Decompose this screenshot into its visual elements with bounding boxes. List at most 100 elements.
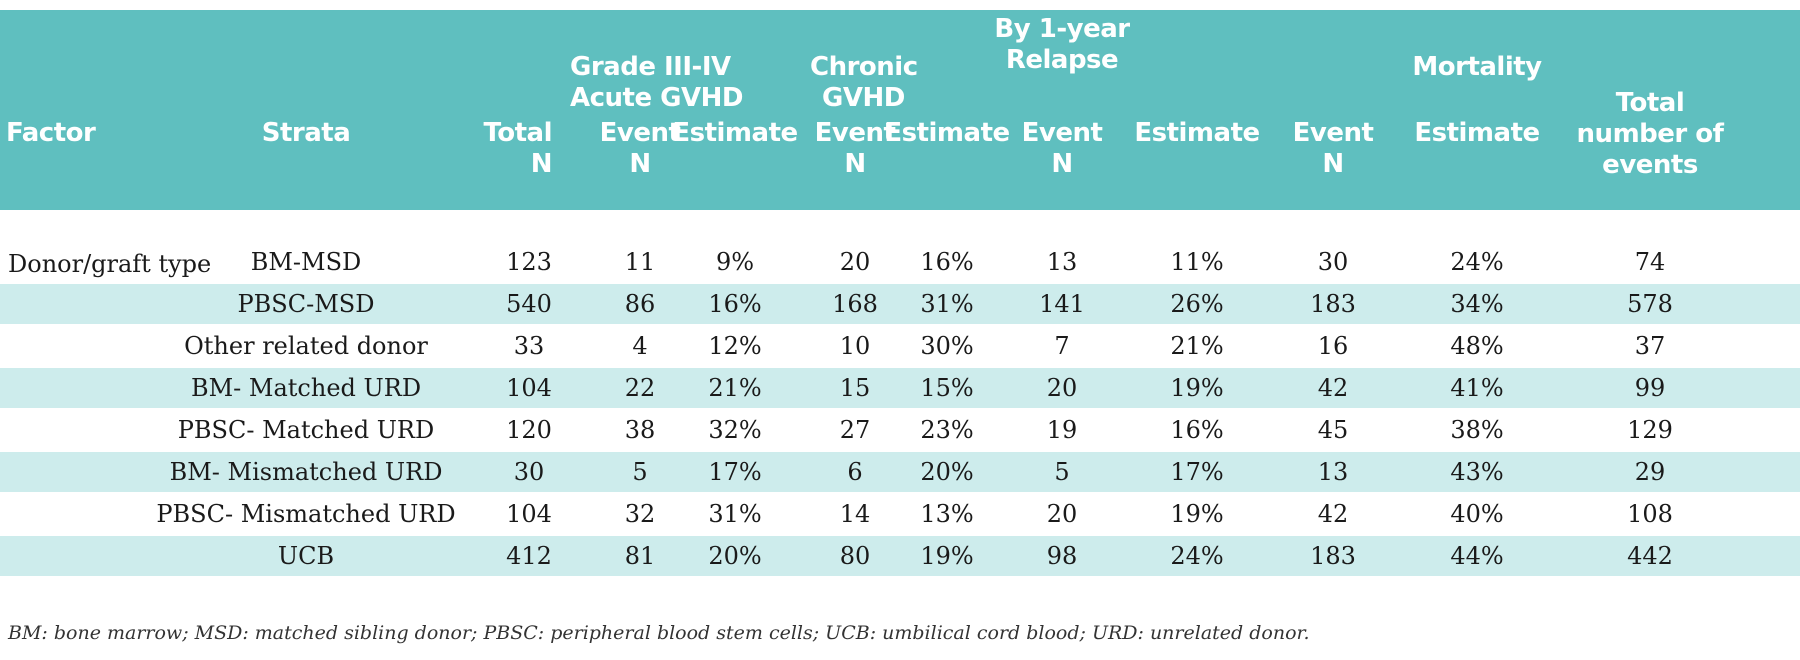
cell-total: 33 [513, 332, 545, 360]
cell-cgvhd-n: 168 [832, 290, 878, 318]
header-chronic-group-1: Chronic [810, 52, 918, 82]
header-relapse-event-2: N [1051, 149, 1073, 179]
header-mortality-estimate: Estimate [1414, 118, 1540, 148]
cell-mort-est: 43% [1450, 458, 1504, 486]
cell-cgvhd-n: 14 [839, 500, 871, 528]
cell-rel-n: 141 [1039, 290, 1085, 318]
table-row: BM-MSD 123 11 9% 20 16% 13 11% 30 24% 74 [0, 242, 1800, 282]
cell-total-events: 108 [1627, 500, 1673, 528]
cell-mort-est: 24% [1450, 248, 1504, 276]
cell-agvhd-est: 12% [708, 332, 762, 360]
cell-agvhd-est: 20% [708, 542, 762, 570]
cell-strata: Other related donor [184, 332, 428, 360]
cell-total-events: 37 [1634, 332, 1666, 360]
header-chronic-event-2: N [844, 149, 866, 179]
table-row: PBSC- Mismatched URD 104 32 31% 14 13% 20 19% 42… [0, 494, 1800, 534]
header-chronic-event-1: Event [814, 118, 896, 148]
cell-rel-est: 26% [1170, 290, 1224, 318]
cell-mort-n: 16 [1317, 332, 1349, 360]
data-table: Factor Strata Total N Grade III-IV Acute… [0, 10, 1800, 650]
table-row: BM- Matched URD 104 22 21% 15 15% 20 19% 42 41% 99 [0, 368, 1800, 408]
header-acute-group-2: Acute GVHD [570, 83, 743, 113]
cell-total-events: 29 [1634, 458, 1666, 486]
cell-agvhd-n: 81 [624, 542, 656, 570]
cell-strata: PBSC- Mismatched URD [156, 500, 456, 528]
table-row: PBSC-MSD 540 86 16% 168 31% 141 26% 183 34% 578 [0, 284, 1800, 324]
cell-strata: PBSC- Matched URD [177, 416, 435, 444]
cell-total-events: 578 [1627, 290, 1673, 318]
header-mortality-event-1: Event [1292, 118, 1374, 148]
cell-total: 104 [506, 374, 552, 402]
cell-rel-n: 20 [1046, 374, 1078, 402]
cell-mort-est: 41% [1450, 374, 1504, 402]
cell-strata: UCB [277, 542, 335, 570]
cell-total: 412 [506, 542, 552, 570]
header-acute-group-1: Grade III-IV [570, 52, 731, 82]
cell-mort-n: 42 [1317, 374, 1349, 402]
cell-rel-est: 16% [1170, 416, 1224, 444]
cell-mort-est: 38% [1450, 416, 1504, 444]
cell-cgvhd-est: 19% [920, 542, 974, 570]
table-row: Other related donor 33 4 12% 10 30% 7 21% 16 48% 3… [0, 326, 1800, 366]
table-row: UCB 412 81 20% 80 19% 98 24% 183 44% 442 [0, 536, 1800, 576]
header-total-n-2: N [530, 149, 553, 179]
cell-rel-n: 20 [1046, 500, 1078, 528]
cell-mort-n: 30 [1317, 248, 1349, 276]
header-relapse-group-2: Relapse [1005, 45, 1119, 75]
cell-agvhd-n: 5 [632, 458, 648, 486]
cell-total-events: 442 [1627, 542, 1673, 570]
cell-cgvhd-est: 20% [920, 458, 974, 486]
header-mortality-group: Mortality [1412, 52, 1542, 82]
cell-cgvhd-est: 23% [920, 416, 974, 444]
cell-mort-n: 45 [1317, 416, 1349, 444]
cell-strata: BM- Mismatched URD [169, 458, 443, 486]
cell-total: 30 [513, 458, 545, 486]
cell-strata: PBSC-MSD [237, 290, 375, 318]
cell-mort-n: 183 [1310, 542, 1356, 570]
header-chronic-group-2: GVHD [822, 83, 905, 113]
cell-total-events: 74 [1634, 248, 1666, 276]
cell-rel-est: 21% [1170, 332, 1224, 360]
cell-mort-est: 40% [1450, 500, 1504, 528]
cell-mort-n: 42 [1317, 500, 1349, 528]
cell-agvhd-est: 32% [708, 416, 762, 444]
header-chronic-estimate: Estimate [884, 118, 1010, 148]
cell-rel-est: 11% [1170, 248, 1224, 276]
header-total-events-3: events [1602, 150, 1698, 180]
cell-agvhd-n: 32 [624, 500, 656, 528]
cell-total: 120 [506, 416, 552, 444]
cell-strata: BM-MSD [250, 248, 362, 276]
cell-cgvhd-n: 15 [839, 374, 871, 402]
cell-cgvhd-n: 6 [847, 458, 863, 486]
cell-mort-est: 44% [1450, 542, 1504, 570]
header-acute-event-1: Event [599, 118, 681, 148]
header-strata: Strata [261, 118, 351, 148]
footnote: BM: bone marrow; MSD: matched sibling do… [8, 622, 1310, 644]
cell-total: 123 [506, 248, 552, 276]
cell-total-events: 99 [1634, 374, 1666, 402]
header-relapse-event-1: Event [1021, 118, 1103, 148]
header-total-n-1: Total [483, 118, 552, 148]
header-total-events-2: number of [1576, 119, 1724, 149]
cell-rel-n: 13 [1046, 248, 1078, 276]
cell-cgvhd-n: 80 [839, 542, 871, 570]
factor-label: Donor/graft type [8, 250, 212, 278]
header-acute-event-2: N [629, 149, 651, 179]
cell-mort-est: 34% [1450, 290, 1504, 318]
header-relapse-estimate: Estimate [1134, 118, 1260, 148]
header-relapse-group-1: By 1-year [994, 14, 1130, 44]
header-total-events-1: Total [1615, 88, 1685, 118]
cell-agvhd-n: 11 [624, 248, 656, 276]
table-row: PBSC- Matched URD 120 38 32% 27 23% 19 16% 45 38%… [0, 410, 1800, 450]
cell-cgvhd-est: 30% [920, 332, 974, 360]
cell-total-events: 129 [1627, 416, 1673, 444]
table-header: Factor Strata Total N Grade III-IV Acute… [0, 10, 1800, 210]
header-mortality-event-2: N [1322, 149, 1344, 179]
header-factor: Factor [6, 118, 96, 148]
cell-cgvhd-est: 15% [920, 374, 974, 402]
cell-rel-n: 98 [1046, 542, 1078, 570]
cell-cgvhd-est: 16% [920, 248, 974, 276]
cell-agvhd-est: 31% [708, 500, 762, 528]
cell-rel-est: 17% [1170, 458, 1224, 486]
cell-agvhd-n: 22 [624, 374, 656, 402]
